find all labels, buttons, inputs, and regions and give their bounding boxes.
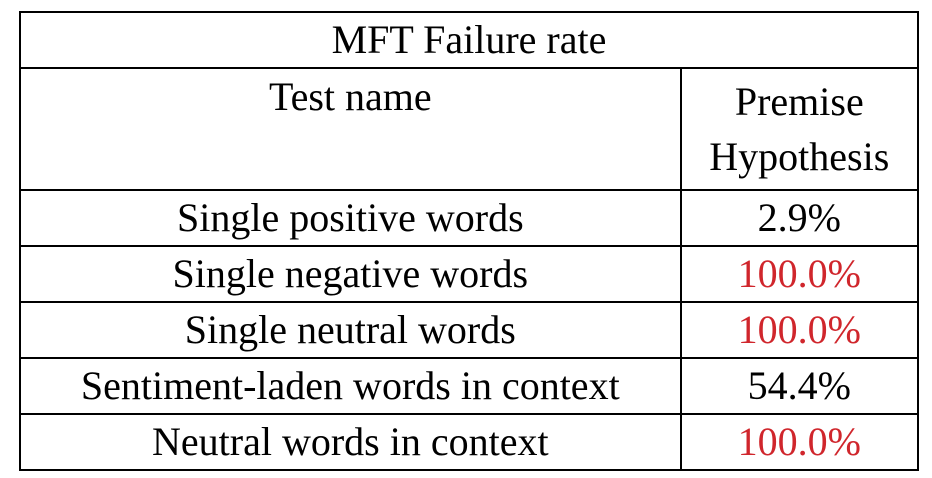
table-row: Single neutral words 100.0% <box>19 301 920 359</box>
table-row: Sentiment-laden words in context 54.4% <box>19 357 920 415</box>
value-header-line2: Hypothesis <box>709 134 890 179</box>
failure-rate-cell: 100.0% <box>679 245 920 303</box>
value-header-line1: Premise <box>734 79 864 124</box>
failure-rate-cell: 100.0% <box>679 301 920 359</box>
value-header: Premise Hypothesis <box>679 67 920 191</box>
test-name-cell: Sentiment-laden words in context <box>19 357 682 415</box>
test-name-cell: Single neutral words <box>19 301 682 359</box>
table-row: Single positive words 2.9% <box>19 189 920 247</box>
test-name-cell: Neutral words in context <box>19 413 682 471</box>
test-name-header: Test name <box>19 67 682 191</box>
failure-rate-cell: 2.9% <box>679 189 920 247</box>
table-title: MFT Failure rate <box>19 11 919 69</box>
table-title-row: MFT Failure rate <box>19 11 919 69</box>
table-row: Single negative words 100.0% <box>19 245 920 303</box>
table-header-row: Test name Premise Hypothesis <box>19 67 920 191</box>
failure-rate-cell: 54.4% <box>679 357 920 415</box>
mft-failure-table: MFT Failure rate Test name Premise Hypoth… <box>19 11 920 471</box>
test-name-cell: Single negative words <box>19 245 682 303</box>
table-row: Neutral words in context 100.0% <box>19 413 920 471</box>
failure-rate-cell: 100.0% <box>679 413 920 471</box>
test-name-cell: Single positive words <box>19 189 682 247</box>
